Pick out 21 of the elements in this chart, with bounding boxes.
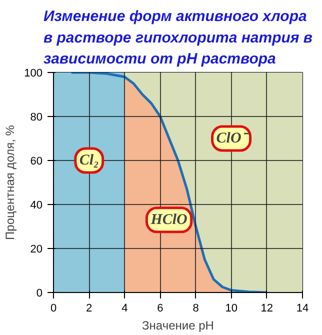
annotation: HClO bbox=[150, 212, 188, 228]
line-series bbox=[70, 72, 268, 292]
y-tick-label: 60 bbox=[30, 156, 43, 168]
x-tick-label: 2 bbox=[86, 302, 92, 314]
y-tick-label: 100 bbox=[24, 68, 43, 80]
x-tick-label: 8 bbox=[192, 302, 199, 314]
annotation: Cl₂ bbox=[79, 152, 99, 168]
x-tick-label: 4 bbox=[122, 302, 128, 314]
x-tick-label: 0 bbox=[50, 302, 57, 314]
y-tick-label: 40 bbox=[30, 200, 43, 212]
y-axis-title: Процентная доля, % bbox=[3, 124, 18, 240]
x-tick-label: 14 bbox=[296, 302, 309, 314]
y-tick-label: 20 bbox=[30, 244, 43, 256]
y-tick-label: 0 bbox=[36, 288, 43, 300]
annotation: ClO⁻ bbox=[216, 130, 250, 146]
x-axis-title: Значение pH bbox=[142, 318, 214, 332]
x-tick-label: 12 bbox=[260, 302, 274, 314]
y-tick-label: 80 bbox=[30, 112, 43, 124]
chart-title: Изменение форм активного хлора в растворе гипохлорита натрия в зависимости от pH раствора bbox=[44, 8, 313, 68]
x-tick-label: 10 bbox=[225, 302, 238, 314]
x-tick-label: 6 bbox=[157, 302, 164, 314]
